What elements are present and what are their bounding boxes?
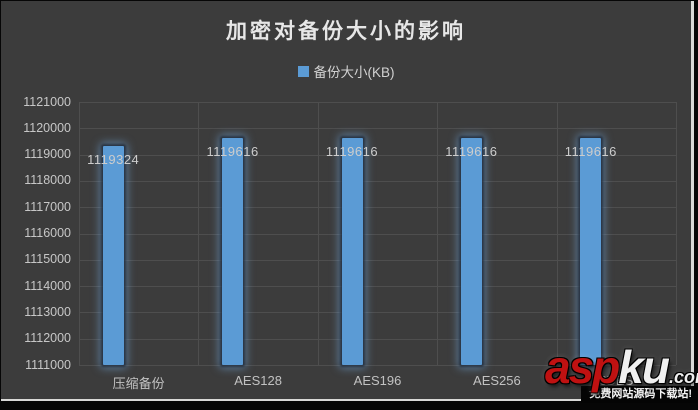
- x-category-label: AES256: [473, 373, 521, 388]
- watermark-brand: aspku.com: [545, 344, 698, 390]
- y-tick-label: 1116000: [24, 226, 71, 240]
- legend-marker-icon: [297, 65, 309, 77]
- x-category-label: AES128: [234, 373, 282, 388]
- watermark-tagline-band: 免费网站源码下载站!: [581, 386, 698, 403]
- y-tick-label: 1115000: [24, 252, 71, 267]
- bottom-border-strip: [0, 403, 698, 410]
- bar: [341, 138, 363, 365]
- x-category-label: 压缩备份: [112, 376, 165, 391]
- bar: [102, 146, 124, 365]
- y-tick-label: 1114000: [24, 278, 71, 293]
- h-gridline: [79, 259, 676, 261]
- h-gridline: [79, 102, 676, 103]
- y-tick-label: 1120000: [23, 120, 71, 135]
- bar-data-label: 1119324: [87, 152, 140, 168]
- y-tick-label: 1118000: [24, 173, 71, 188]
- v-gridline: [437, 102, 439, 365]
- h-gridline: [79, 365, 676, 366]
- h-gridline: [79, 207, 676, 209]
- v-gridline: [556, 102, 558, 365]
- h-gridline: [79, 180, 676, 182]
- v-gridline: [79, 102, 80, 365]
- v-gridline: [198, 102, 200, 365]
- y-tick-label: 1121000: [23, 94, 71, 109]
- v-gridline: [676, 102, 677, 365]
- x-category-label: 3DES: [599, 373, 634, 388]
- bar-data-label: 1119616: [325, 144, 379, 160]
- watermark-brand-com: .com: [668, 367, 698, 387]
- h-gridline: [79, 286, 676, 288]
- bar-data-label: 1119616: [564, 144, 617, 160]
- y-tick-label: 1112000: [24, 331, 71, 346]
- v-gridline: [317, 102, 319, 365]
- bar: [222, 138, 244, 365]
- y-tick-label: 1113000: [24, 304, 71, 319]
- h-gridline: [79, 128, 676, 130]
- h-gridline: [79, 338, 676, 340]
- bar-data-label: 1119616: [206, 144, 259, 160]
- chart-title: 加密对备份大小的影响: [226, 20, 466, 43]
- legend-label: 备份大小(KB): [313, 65, 395, 80]
- bar: [460, 138, 482, 365]
- watermark-brand-ku: ku: [618, 341, 670, 393]
- h-gridline: [79, 312, 676, 314]
- y-tick-label: 1117000: [24, 199, 71, 214]
- bar-data-label: 1119616: [445, 144, 498, 160]
- watermark-brand-asp: asp: [545, 341, 620, 393]
- x-category-label: AES196: [353, 373, 402, 388]
- legend: 备份大小(KB): [1, 63, 691, 80]
- h-gridline: [79, 154, 676, 156]
- h-gridline: [79, 233, 676, 235]
- y-tick-label: 1111000: [25, 357, 71, 372]
- y-tick-label: 1119000: [24, 147, 71, 162]
- chart-surface: 加密对备份大小的影响 备份大小(KB) 1121000 1120000 111900…: [1, 1, 694, 401]
- bar: [580, 138, 602, 365]
